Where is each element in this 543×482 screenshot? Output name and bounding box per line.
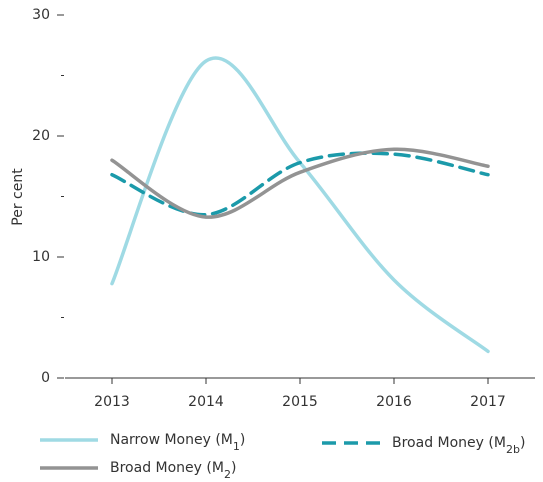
y-tick-label: 20	[32, 128, 50, 144]
legend-label: Narrow Money (M1)	[110, 432, 245, 453]
x-tick-label: 2016	[376, 394, 412, 410]
y-tick-label: 10	[32, 249, 50, 265]
legend-text-part: )	[231, 460, 236, 476]
legend-text-part: 1	[233, 440, 240, 453]
legend-text-part: )	[520, 435, 525, 451]
x-tick-label: 2015	[282, 394, 318, 410]
legend-text-part: Narrow Money (M	[110, 432, 233, 448]
legend-text-part: 2	[224, 468, 231, 481]
legend-label: Broad Money (M2b)	[392, 435, 525, 456]
legend-text-part: Broad Money (M	[110, 460, 224, 476]
y-tick-label: 0	[41, 370, 50, 386]
legend-text-part: )	[240, 432, 245, 448]
x-tick-label: 2017	[470, 394, 506, 410]
series-line	[110, 151, 490, 217]
y-axis-label: Per cent	[10, 168, 26, 226]
series-line	[110, 147, 490, 219]
legend-text-part: Broad Money (M	[392, 435, 506, 451]
series-line	[110, 56, 490, 354]
x-tick-label: 2013	[94, 394, 130, 410]
legend-text-part: 2b	[506, 443, 520, 456]
x-tick-label: 2014	[188, 394, 224, 410]
y-tick-label: 30	[32, 7, 50, 23]
legend-label: Broad Money (M2)	[110, 460, 236, 481]
